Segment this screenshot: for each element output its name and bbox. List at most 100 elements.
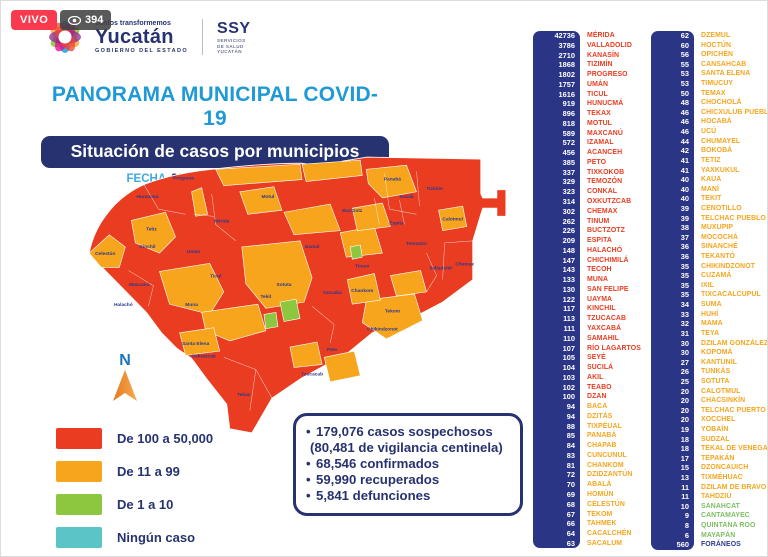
municipality-name: ABALÁ	[587, 481, 612, 489]
municipality-row: 64 CACALCHÉN	[533, 529, 668, 538]
map-municipality-label: Maxcanú	[129, 282, 150, 288]
municipality-row: 26 TUNKÁS	[651, 367, 767, 376]
case-count: 17	[680, 453, 689, 463]
municipality-row: 27 KANTUNIL	[651, 358, 767, 367]
case-count: 337	[562, 167, 575, 177]
municipality-name: SACALUM	[587, 539, 623, 547]
map-municipality-label: Panabá	[384, 177, 401, 183]
map-municipality-label: Sotuta	[276, 282, 291, 288]
municipality-name: IZAMAL	[587, 139, 614, 147]
municipality-row: 66 TAHMEK	[533, 519, 668, 528]
municipality-row: 94 BACA	[533, 402, 668, 411]
municipality-row: 48 CHOCHOLÁ	[651, 98, 767, 108]
municipality-name: VALLADOLID	[587, 41, 632, 49]
case-count: 130	[562, 284, 575, 294]
municipality-name: DZEMUL	[701, 32, 731, 39]
municipality-row: 63 SACALUM	[533, 539, 668, 548]
municipality-name: KANASÍN	[587, 51, 620, 59]
municipality-name: CANTAMAYEC	[701, 512, 750, 520]
case-count: 122	[562, 294, 575, 304]
municipality-name: MOTUL	[587, 119, 612, 127]
case-count: 19	[680, 424, 689, 434]
case-count: 35	[680, 280, 689, 290]
municipality-row: 40 KAUA	[651, 175, 767, 184]
municipality-row: 39 TELCHAC PUEBLO	[651, 214, 767, 223]
live-badge: VIVO	[11, 10, 58, 30]
municipality-row: 323 CONKAL	[533, 187, 668, 196]
map-municipality-label: Chemax	[455, 261, 474, 267]
municipality-row: 337 TIXKOKOB	[533, 168, 668, 177]
municipality-name: CALOTMUL	[701, 387, 741, 395]
ssy-acronym: SSY	[217, 19, 251, 37]
municipality-row: 70 ABALÁ	[533, 480, 668, 489]
case-count: 15	[680, 463, 689, 473]
viewer-count-badge: 394	[60, 10, 112, 30]
map-municipality-label: Motul	[261, 194, 274, 200]
municipality-row: 84 CHAPAB	[533, 441, 668, 450]
bullet-icon: •	[306, 472, 311, 488]
map-municipality-label: Mérida	[214, 218, 230, 224]
municipality-row: 11 DZILAM DE BRAVO	[651, 482, 767, 492]
municipality-row: 117 KINCHIL	[533, 304, 668, 313]
case-count: 20	[680, 386, 689, 396]
case-count: 48	[680, 98, 689, 108]
municipality-name: UCÚ	[701, 128, 717, 136]
municipality-name: CHOCHOLÁ	[701, 99, 742, 107]
municipality-name: TECOH	[587, 266, 612, 274]
map-municipality-label: Ticul	[210, 274, 221, 280]
municipality-row: 111 YAXCABÁ	[533, 324, 668, 333]
municipality-row: 148 HALACHÓ	[533, 246, 668, 255]
municipality-row: 41 TETIZ	[651, 156, 767, 165]
case-count: 84	[566, 441, 575, 451]
municipality-name: RÍO LAGARTOS	[587, 344, 641, 352]
municipality-name: SEYÉ	[587, 354, 606, 362]
municipality-name: HOCTÚN	[701, 41, 732, 49]
case-count: 11	[681, 492, 689, 502]
municipality-row: 20 CHACSINKÍN	[651, 396, 767, 405]
municipality-row: 34 SUMA	[651, 300, 767, 309]
municipality-name: TIXPÉUAL	[587, 422, 622, 430]
map-labels: Progreso Hunucmá Celestún Tetiz Kinchil Maxca…	[95, 176, 474, 399]
legend-swatch	[56, 461, 102, 482]
case-count: 10	[680, 501, 689, 511]
stat-line: (80,481 de vigilancia centinela)	[306, 440, 510, 456]
ssy-sub-line: SERVICIOS	[217, 38, 246, 44]
municipality-row: 53 SANTA ELENA	[651, 69, 767, 79]
map-municipality-label: Hunucmá	[136, 194, 158, 200]
case-count: 572	[562, 138, 575, 148]
case-count: 209	[562, 236, 575, 246]
municipality-name: XOCCHEL	[701, 416, 736, 424]
municipality-name: OXKUTZCAB	[587, 198, 632, 206]
government-logo: Juntos transformemos Yucatán GOBIERNO DE…	[43, 15, 251, 59]
case-count: 53	[680, 69, 689, 79]
municipality-name: SUMA	[701, 301, 722, 309]
municipality-row: 85 PANABÁ	[533, 431, 668, 440]
case-count: 42	[680, 146, 689, 156]
municipality-row: 17 TEPAKÁN	[651, 453, 767, 463]
case-count: 32	[680, 319, 689, 329]
stat-text: 68,546 confirmados	[316, 456, 440, 472]
case-count: 11	[681, 482, 689, 492]
municipality-row: 56 OPICHÉN	[651, 50, 767, 59]
case-count: 1757	[558, 79, 575, 89]
case-count: 323	[562, 187, 575, 197]
municipality-row: 262 TINUM	[533, 217, 668, 226]
map-municipal-borders	[128, 171, 473, 411]
case-count: 117	[563, 304, 575, 314]
municipality-row: 1802 PROGRESO	[533, 70, 668, 79]
municipality-name: MOCOCHÁ	[701, 233, 739, 241]
municipality-row: 67 TEKOM	[533, 510, 668, 519]
stats-box: • 179,076 casos sospechosos (80,481 de vig…	[293, 413, 523, 517]
municipality-name: MUXUPIP	[701, 224, 734, 232]
municipality-row: 1868 TIZIMÍN	[533, 60, 668, 69]
stat-line: • 5,841 defunciones	[306, 488, 510, 504]
municipality-row: 94 DZITÁS	[533, 412, 668, 421]
municipality-row: 33 HUHÍ	[651, 310, 767, 319]
municipality-row: 1757 UMÁN	[533, 80, 668, 89]
municipality-name: TIMUCUY	[701, 80, 734, 88]
viewer-count: 394	[85, 14, 104, 26]
legend-swatch	[56, 494, 102, 515]
case-count: 314	[562, 197, 575, 207]
municipality-row: 53 TIMUCUY	[651, 79, 767, 88]
municipality-row: 2710 KANASÍN	[533, 51, 668, 60]
